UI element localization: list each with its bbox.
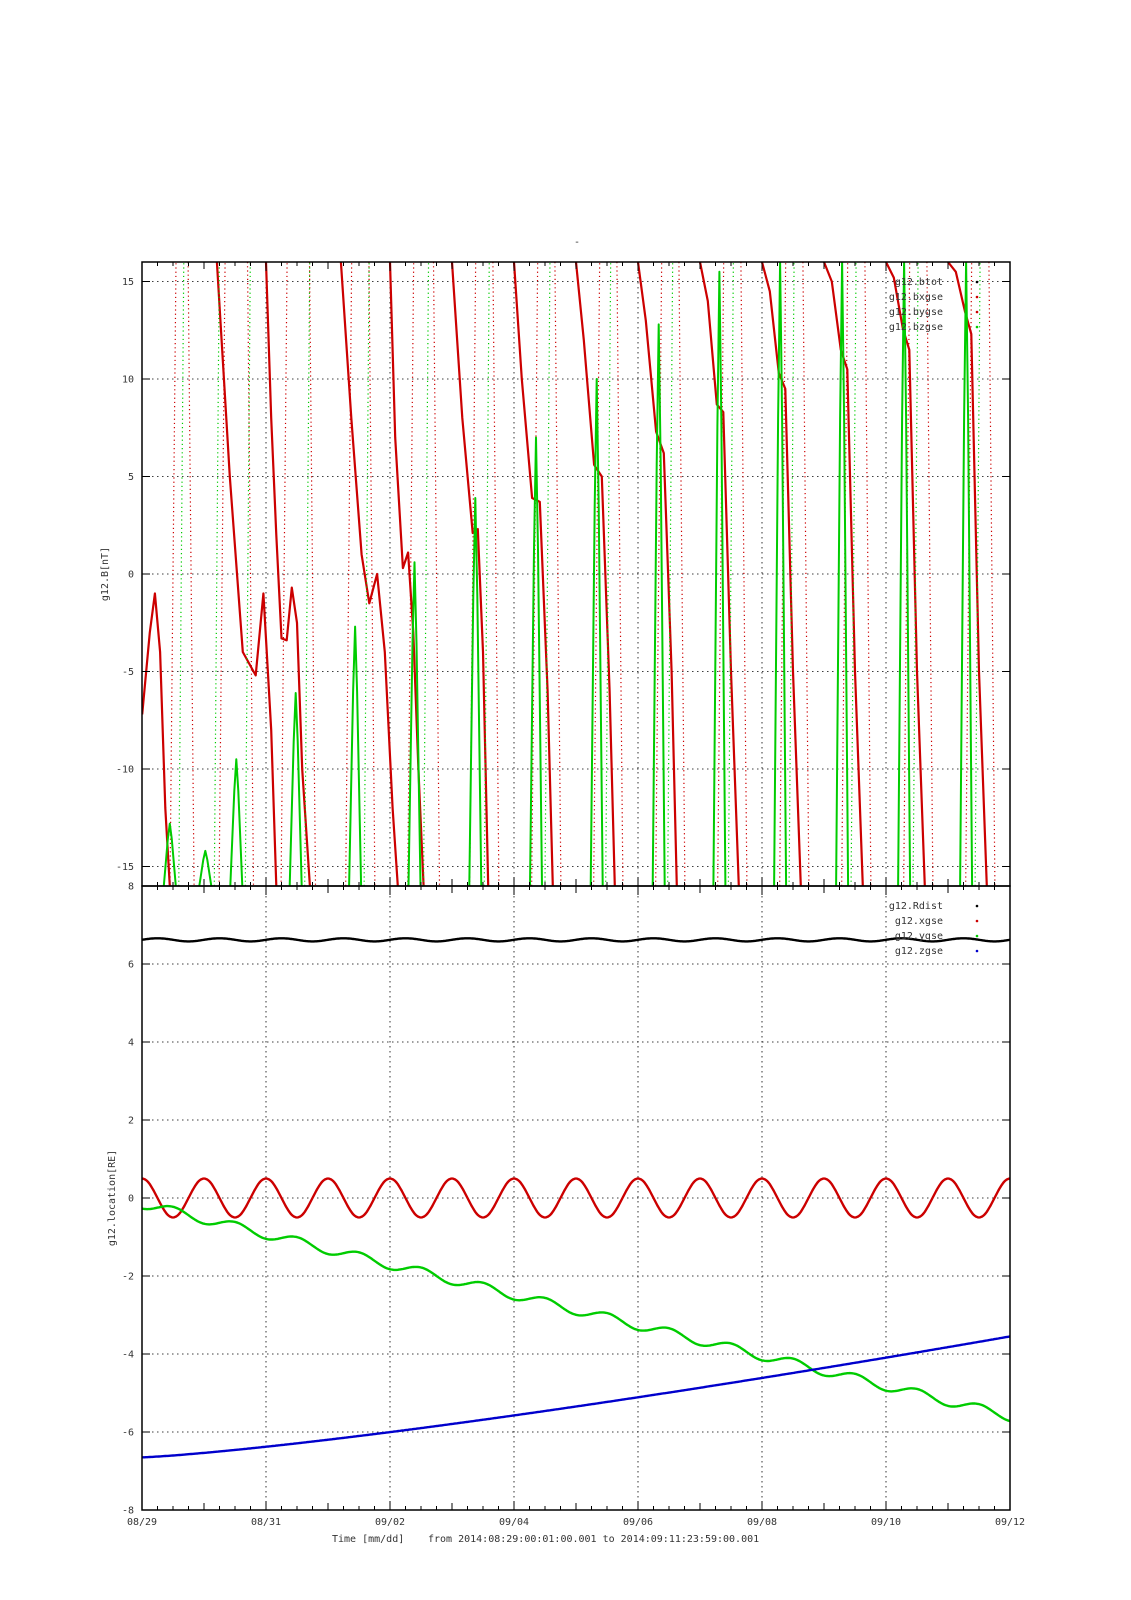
ygse-trace <box>142 1204 1010 1423</box>
x-tick-label: 09/12 <box>995 1517 1025 1528</box>
legend-marker <box>975 295 979 299</box>
bygse-trace <box>512 262 554 886</box>
bygse-trace <box>574 262 616 886</box>
x-tick-label: 09/06 <box>623 1517 653 1528</box>
x-tick-label: 08/29 <box>127 1517 157 1528</box>
bfield-y-ticks: -15 -10 -5 0 5 10 15 <box>116 277 1010 873</box>
location-legend: g12.Rdist g12.xgse g12.ygse g12.zgse <box>889 901 979 957</box>
location-x-ticks: 08/29 08/31 09/02 09/04 09/06 09/08 09/10 09/12 <box>127 886 1025 1528</box>
bzgse-trace <box>529 436 543 886</box>
bygse-trace <box>215 262 278 886</box>
y-tick-label: -4 <box>122 1350 134 1361</box>
y-tick-label: 8 <box>128 882 134 893</box>
legend-entry: g12.bzgse <box>889 322 943 333</box>
bxgse-down-trace <box>678 262 686 886</box>
legend-marker <box>975 310 979 314</box>
y-tick-label: 6 <box>128 960 134 971</box>
bzgse-trace <box>162 822 177 886</box>
bfield-series <box>142 262 996 886</box>
bygse-trace <box>947 262 988 886</box>
y-tick-label: -6 <box>122 1428 134 1439</box>
bzgse-flank <box>213 262 220 886</box>
y-tick-label: -8 <box>122 1506 134 1517</box>
bzgse-trace <box>407 561 422 886</box>
x-tick-label: 08/31 <box>251 1517 281 1528</box>
bygse-trace <box>339 262 399 886</box>
xgse-trace <box>142 1177 1010 1219</box>
legend-marker <box>975 325 979 329</box>
rdist-trace <box>142 937 1010 943</box>
legend-entry: g12.bxgse <box>889 292 943 303</box>
y-tick-label: -5 <box>122 667 134 678</box>
bzgse-trace <box>288 692 303 886</box>
bzgse-trace <box>229 758 244 886</box>
legend-entry: g12.zgse <box>895 946 943 957</box>
bxgse-down-trace <box>988 262 996 886</box>
bzgse-trace <box>897 262 912 886</box>
location-grid <box>142 886 1010 1510</box>
bfield-legend: g12.btot g12.bxgse g12.bygse g12.bzgse <box>889 277 979 333</box>
legend-entry: g12.xgse <box>895 916 943 927</box>
bxgse-up-trace <box>280 262 288 886</box>
legend-entry: g12.bygse <box>889 307 943 318</box>
bxgse-down-trace <box>432 262 441 886</box>
legend-marker <box>975 919 979 923</box>
x-tick-label: 09/08 <box>747 1517 777 1528</box>
y-tick-label: 15 <box>122 277 134 288</box>
bzgse-trace <box>348 625 363 886</box>
x-tick-label: 09/02 <box>375 1517 405 1528</box>
y-tick-label: 10 <box>122 375 134 386</box>
y-tick-label: 4 <box>128 1038 134 1049</box>
location-y-ticks: -8 -6 -4 -2 0 2 4 6 8 <box>122 882 1010 1517</box>
bfield-title: - <box>574 237 580 248</box>
legend-entry: g12.btot <box>895 277 943 288</box>
bxgse-down-trace <box>368 262 376 886</box>
y-tick-label: 2 <box>128 1116 134 1127</box>
bygse-trace <box>142 592 171 886</box>
bygse-trace <box>264 262 311 886</box>
legend-marker <box>975 280 979 284</box>
legend-marker <box>975 904 979 908</box>
y-tick-label: -10 <box>116 765 134 776</box>
bzgse-trace <box>959 262 974 886</box>
location-series <box>142 937 1010 1459</box>
legend-marker <box>975 934 979 938</box>
bxgse-down-trace <box>740 262 748 886</box>
zgse-trace <box>142 1335 1010 1459</box>
y-tick-label: 5 <box>128 472 134 483</box>
bzgse-trace <box>773 262 788 886</box>
bfield-grid <box>142 262 1010 886</box>
legend-entry: g12.ygse <box>895 931 943 942</box>
legend-entry: g12.Rdist <box>889 901 943 912</box>
legend-marker <box>975 949 979 953</box>
y-tick-label: 0 <box>128 1194 134 1205</box>
bzgse-trace <box>835 262 850 886</box>
bzgse-trace <box>589 378 604 886</box>
location-y-axis-label: g12.location[RE] <box>107 1150 118 1246</box>
x-tick-label: 09/04 <box>499 1517 529 1528</box>
time-range-label: from 2014:08:29:00:01:00.001 to 2014:09:… <box>428 1534 759 1545</box>
y-tick-label: -2 <box>122 1272 134 1283</box>
bzgse-trace <box>198 849 213 886</box>
bzgse-trace <box>712 270 727 886</box>
bfield-y-axis-label: g12.B[nT] <box>100 547 111 601</box>
bzgse-trace <box>468 497 483 886</box>
bzgse-trace <box>651 323 666 886</box>
time-axis-label: Time [mm/dd] <box>332 1534 404 1545</box>
y-tick-label: 0 <box>128 570 134 581</box>
bygse-trace <box>698 262 740 886</box>
y-tick-label: -15 <box>116 862 134 873</box>
x-tick-label: 09/10 <box>871 1517 901 1528</box>
